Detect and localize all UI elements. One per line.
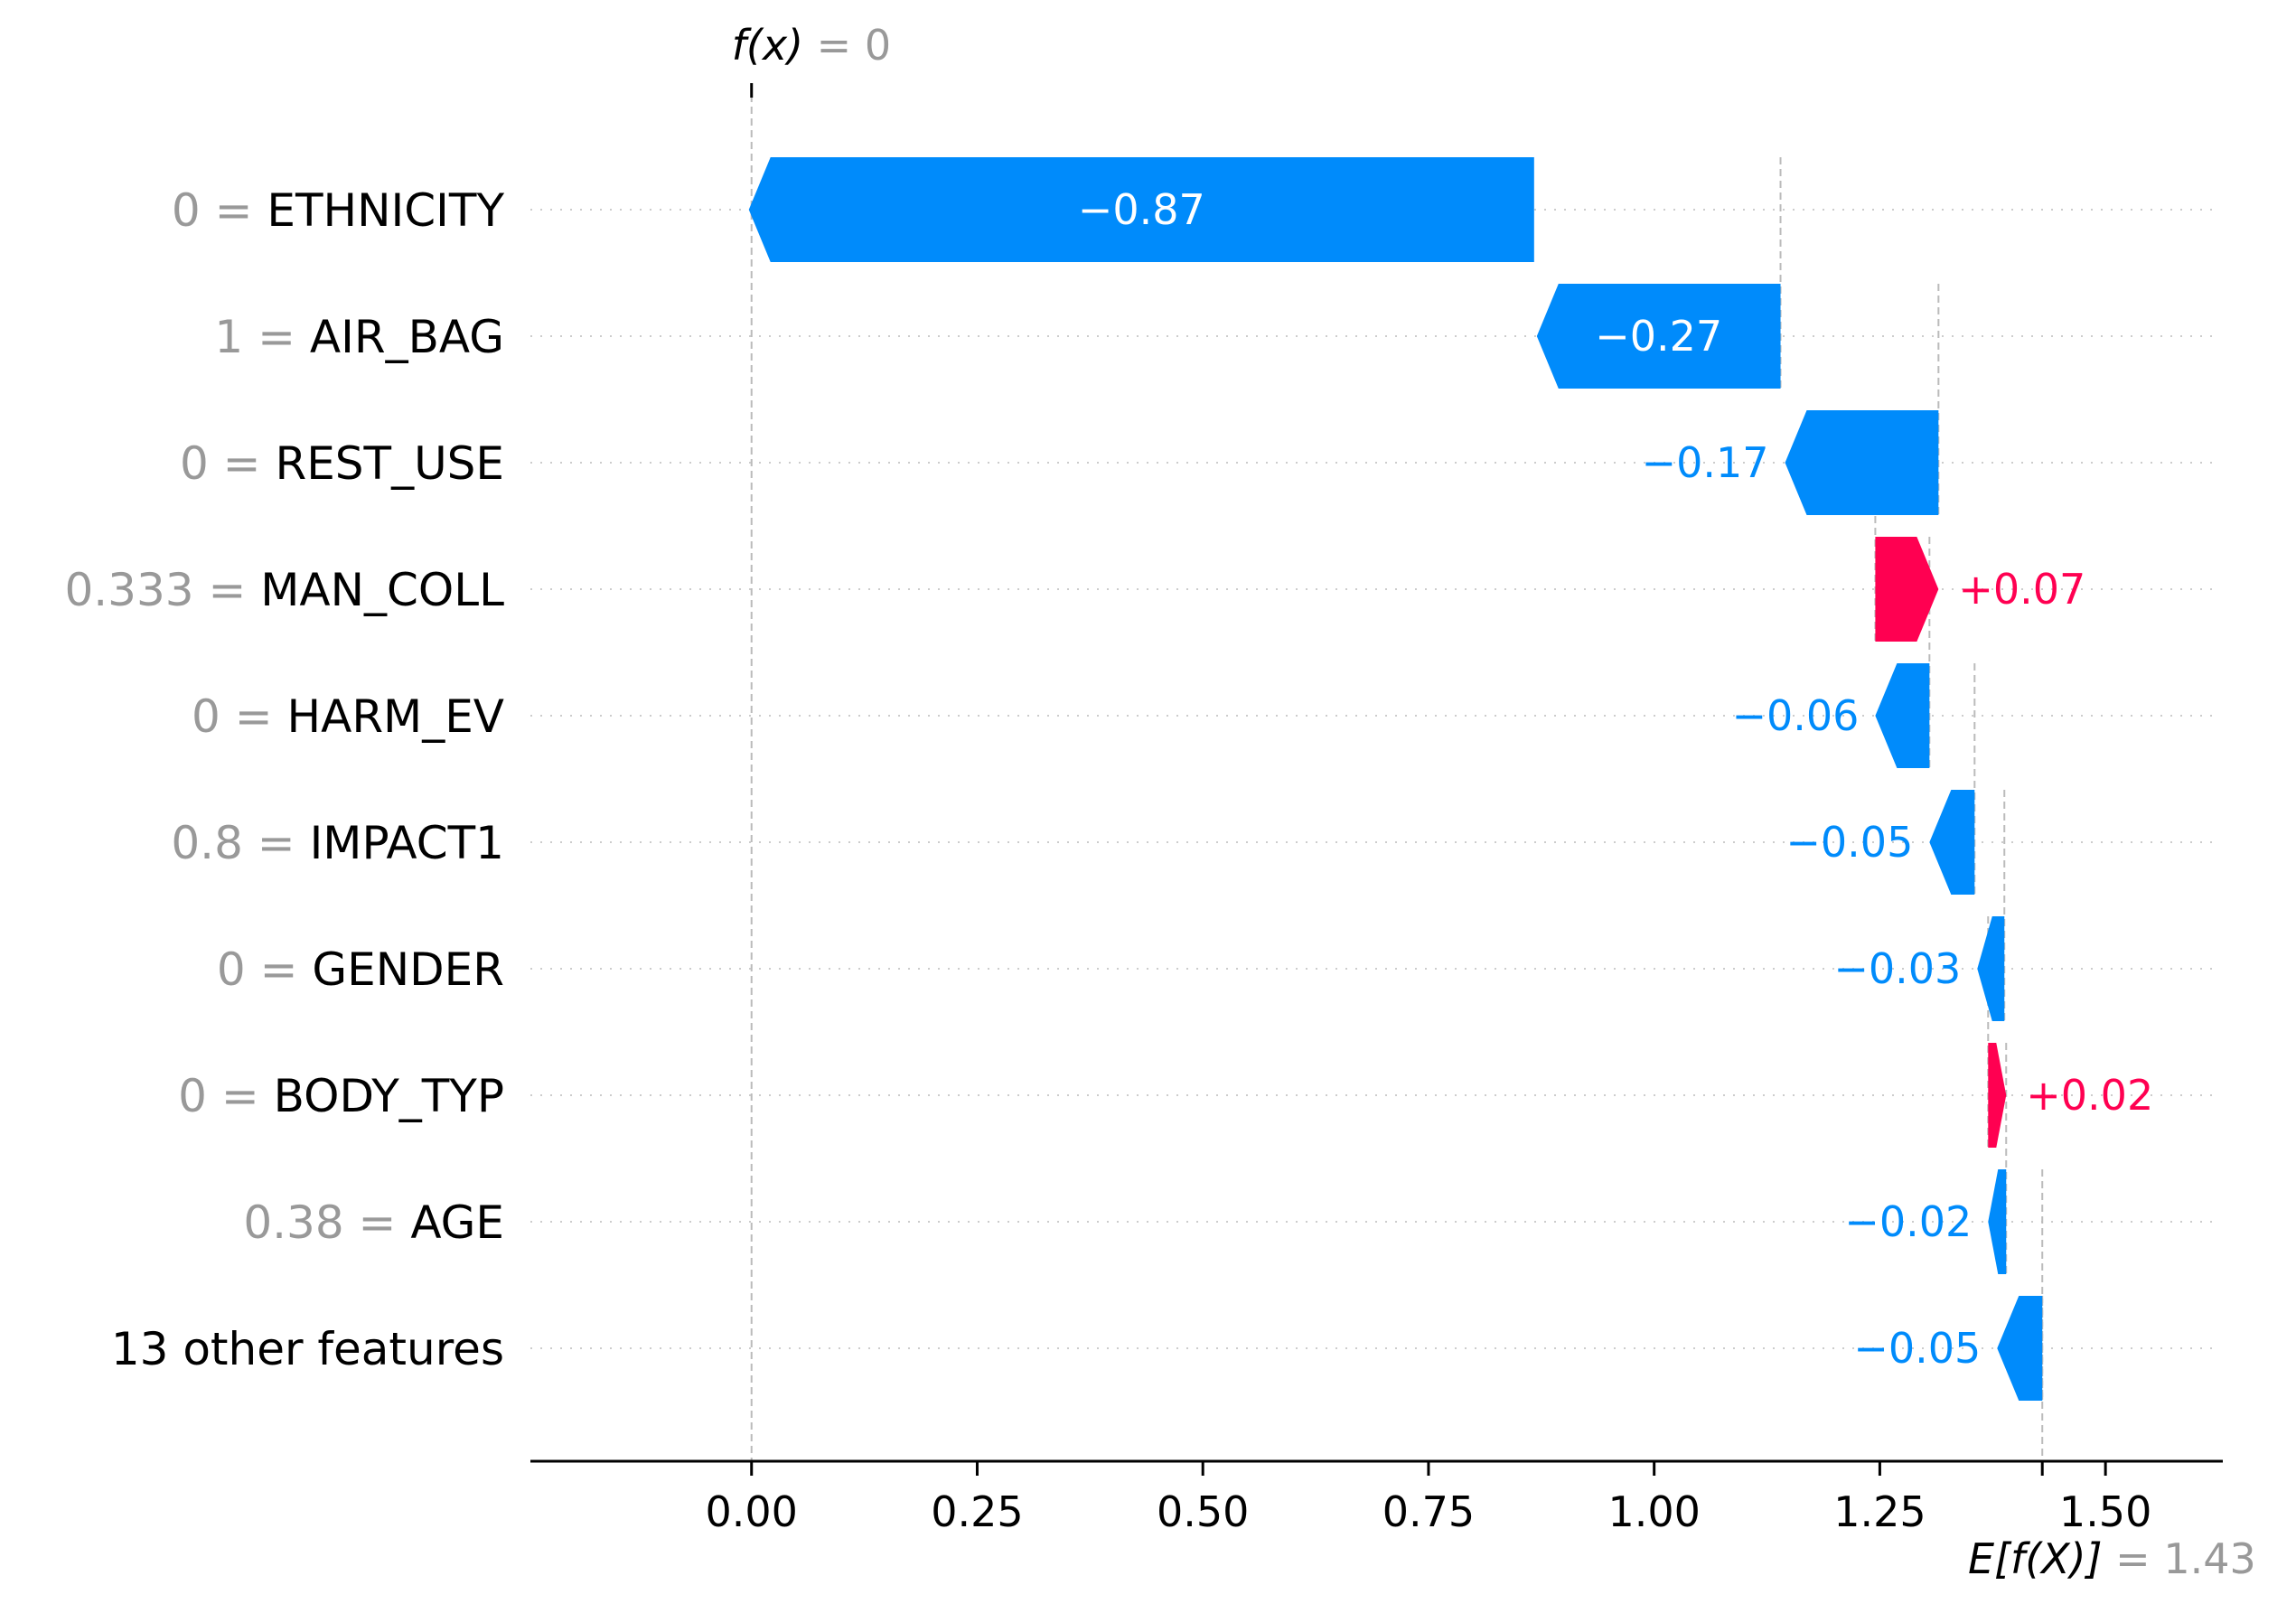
feature-value: 0.333 = bbox=[64, 564, 260, 616]
x-tick-label: 0.50 bbox=[1157, 1487, 1249, 1536]
feature-label: 0 = ETHNICITY bbox=[172, 184, 505, 237]
feature-value: 0 = bbox=[180, 437, 276, 490]
fx-text: f(x) = 0 bbox=[732, 21, 891, 70]
x-tick-label: 1.50 bbox=[2059, 1487, 2151, 1536]
feature-value: 0 = bbox=[192, 690, 287, 743]
feature-name: IMPACT1 bbox=[310, 817, 504, 869]
shap-value-label: −0.02 bbox=[1844, 1197, 1972, 1246]
feature-label: 0 = GENDER bbox=[217, 943, 504, 996]
feature-value: 1 = bbox=[214, 311, 310, 363]
x-axis: 0.00 0.25 0.50 0.75 1.00 1.25 1.50 bbox=[530, 1459, 2223, 1536]
guide-layer bbox=[750, 83, 2044, 1461]
shap-value-label: −0.05 bbox=[1785, 818, 1913, 867]
bar-impact1 bbox=[1929, 790, 1975, 895]
bar-age bbox=[1988, 1169, 2007, 1274]
base-value: = 1.43 bbox=[2103, 1534, 2256, 1583]
bar-air-bag bbox=[1536, 284, 1781, 389]
fx-label: f(x) = 0 bbox=[732, 21, 891, 98]
feature-value: 0.8 = bbox=[171, 817, 309, 869]
feature-value: 0 = bbox=[217, 943, 313, 996]
feature-label: 0.38 = AGE bbox=[243, 1196, 504, 1249]
feature-label: 0 = REST_USE bbox=[180, 437, 504, 490]
feature-label: 0.333 = MAN_COLL bbox=[64, 564, 504, 616]
shap-value-label: +0.07 bbox=[1958, 565, 2085, 614]
shap-value-label: −0.87 bbox=[1078, 185, 1205, 234]
feature-name: AGE bbox=[410, 1196, 504, 1249]
feature-name: AIR_BAG bbox=[310, 311, 504, 363]
x-tick-label: 1.25 bbox=[1833, 1487, 1926, 1536]
label-layer: −0.87 0 = ETHNICITY −0.27 1 = AIR_BAG −0.17 0… bbox=[64, 184, 2153, 1375]
shap-value-label: −0.27 bbox=[1595, 312, 1722, 361]
shap-value-label: −0.05 bbox=[1853, 1324, 1981, 1373]
x-tick-label: 1.00 bbox=[1607, 1487, 1700, 1536]
feature-name: REST_USE bbox=[275, 437, 504, 490]
bar-13-other-features bbox=[1997, 1296, 2043, 1401]
shap-value-label: −0.03 bbox=[1833, 944, 1961, 993]
feature-value: 0 = bbox=[172, 184, 267, 237]
x-tick-label: 0.00 bbox=[706, 1487, 798, 1536]
feature-value: 0 = bbox=[178, 1070, 274, 1122]
feature-label: 0 = HARM_EV bbox=[192, 690, 504, 743]
feature-label: 13 other features bbox=[111, 1323, 504, 1375]
bar-harm-ev bbox=[1875, 663, 1930, 768]
feature-label: 0 = BODY_TYP bbox=[178, 1070, 504, 1122]
feature-name: BODY_TYP bbox=[274, 1070, 504, 1122]
feature-name: HARM_EV bbox=[287, 690, 504, 743]
base-name: E[f(X)] bbox=[1968, 1534, 2103, 1583]
feature-name: ETHNICITY bbox=[267, 184, 504, 237]
expected-value-label: E[f(X)] = 1.43 bbox=[1968, 1461, 2256, 1583]
feature-name: 13 other features bbox=[111, 1323, 504, 1375]
fx-name: f(x) bbox=[732, 21, 803, 70]
shap-value-label: −0.17 bbox=[1642, 438, 1769, 487]
bar-rest-use bbox=[1785, 410, 1939, 515]
feature-name: GENDER bbox=[312, 943, 504, 996]
bar-layer bbox=[748, 157, 2043, 1401]
bar-ethnicity bbox=[748, 157, 1534, 262]
bar-body-typ bbox=[1988, 1043, 2007, 1148]
feature-value: 0.38 = bbox=[243, 1196, 410, 1249]
bar-man-coll bbox=[1875, 537, 1939, 642]
feature-name: MAN_COLL bbox=[260, 564, 504, 616]
x-tick-label: 0.25 bbox=[931, 1487, 1023, 1536]
fx-value: = 0 bbox=[803, 21, 891, 70]
bar-gender bbox=[1977, 916, 2005, 1021]
x-tick-label: 0.75 bbox=[1382, 1487, 1475, 1536]
grid-layer bbox=[530, 209, 2214, 1349]
feature-label: 0.8 = IMPACT1 bbox=[171, 817, 504, 869]
base-text: E[f(X)] = 1.43 bbox=[1968, 1534, 2256, 1583]
shap-value-label: −0.06 bbox=[1731, 691, 1859, 740]
shap-value-label: +0.02 bbox=[2026, 1071, 2153, 1120]
feature-label: 1 = AIR_BAG bbox=[214, 311, 504, 363]
